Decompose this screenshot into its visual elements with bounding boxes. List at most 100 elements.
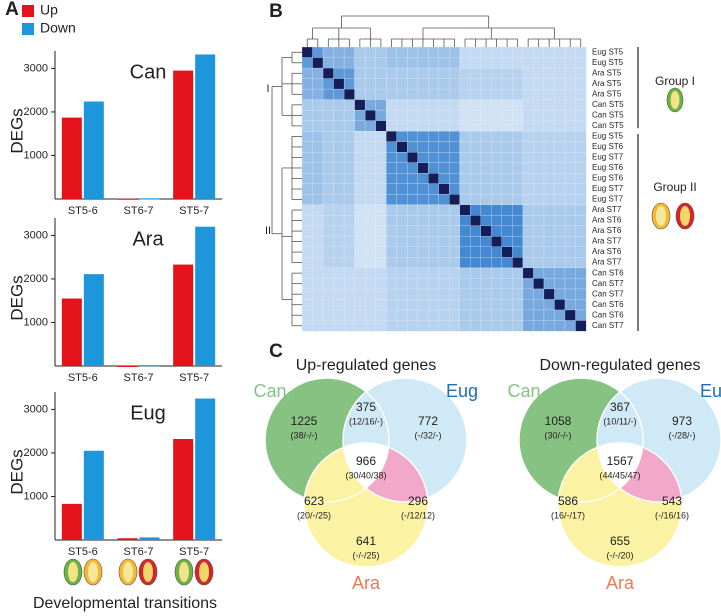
heatmap-cell — [385, 309, 398, 321]
heatmap-cell — [575, 278, 587, 290]
heatmap-cell — [575, 109, 587, 121]
heatmap-cell — [575, 257, 587, 269]
heatmap-cell — [449, 288, 461, 300]
heatmap-cell — [543, 278, 555, 290]
bar — [195, 398, 216, 540]
heatmap-cell — [354, 141, 366, 153]
heatmap-cell — [364, 173, 376, 185]
heatmap-cell — [512, 215, 524, 227]
y-axis-label: DEGs — [7, 108, 26, 153]
heatmap-cell — [301, 173, 313, 185]
heatmap-cell — [375, 67, 387, 79]
heatmap-cell — [522, 109, 534, 121]
heatmap-cell — [375, 299, 387, 311]
heatmap-cell — [385, 278, 398, 290]
venn-set-label: Eug — [446, 381, 478, 401]
panel-label: A — [5, 0, 19, 20]
legend-label: Down — [40, 20, 76, 36]
venn-set-label: Ara — [606, 573, 635, 593]
heatmap-cell — [301, 88, 313, 100]
heatmap-cell — [343, 99, 355, 111]
heatmap-cell — [407, 99, 419, 111]
heatmap-cell — [375, 183, 387, 195]
row-label: Eug ST6 — [592, 174, 624, 183]
heatmap-cell — [375, 320, 387, 332]
heatmap-cell — [354, 299, 366, 311]
chart-title: Eug — [130, 402, 166, 424]
heatmap-cell — [428, 78, 440, 90]
heatmap-cell — [312, 299, 324, 311]
heatmap-cell — [396, 152, 408, 164]
heatmap-cell — [312, 152, 324, 164]
heatmap-cell — [564, 278, 576, 290]
heatmap-cell — [470, 162, 482, 174]
heatmap-cell — [354, 309, 366, 321]
heatmap-cell — [564, 141, 576, 153]
heatmap-cell — [533, 88, 545, 100]
heatmap-cell — [396, 67, 408, 79]
heatmap-cell — [417, 46, 429, 58]
heatmap-cell — [375, 109, 387, 121]
heatmap-cell — [385, 204, 398, 216]
heatmap-cell — [575, 225, 587, 237]
panel-label: C — [269, 341, 283, 362]
venn-detail: (10/11/-) — [603, 416, 636, 426]
heatmap-cell — [564, 67, 576, 79]
heatmap-cell — [575, 46, 587, 58]
heatmap-cell — [533, 204, 545, 216]
heatmap-cell — [470, 236, 482, 248]
heatmap-cell — [333, 152, 345, 164]
heatmap-cell — [564, 194, 576, 206]
heatmap-cell — [480, 46, 492, 58]
heatmap-cell — [396, 162, 408, 174]
heatmap-cell — [301, 278, 313, 290]
heatmap-cell — [396, 309, 408, 321]
heatmap-cell — [428, 309, 440, 321]
heatmap-cell — [459, 194, 471, 206]
heatmap-cell — [501, 120, 513, 132]
heatmap-cell — [428, 141, 440, 153]
heatmap-cell — [522, 225, 534, 237]
heatmap-cell — [322, 130, 334, 143]
heatmap-cell — [554, 173, 566, 185]
heatmap-cell — [375, 57, 387, 69]
heatmap-cell — [480, 257, 492, 269]
heatmap-cell — [480, 299, 492, 311]
heatmap-cell — [470, 267, 482, 279]
heatmap-cell — [301, 67, 313, 79]
heatmap-cell — [564, 204, 576, 216]
heatmap-cell — [354, 152, 366, 164]
heatmap-cell — [575, 67, 587, 79]
heatmap-cell — [343, 215, 355, 227]
heatmap-cell — [417, 278, 429, 290]
heatmap-cell — [459, 267, 471, 279]
heatmap-cell — [417, 215, 429, 227]
heatmap-cell — [449, 183, 461, 195]
heatmap-cell — [480, 246, 492, 258]
heatmap-cell — [428, 130, 440, 143]
heatmap-cell — [364, 299, 376, 311]
heatmap-cell — [470, 120, 482, 132]
heatmap-cell — [480, 236, 492, 248]
heatmap-cell — [533, 99, 545, 111]
heatmap-cell — [343, 120, 355, 132]
heatmap-cell — [543, 320, 555, 332]
heatmap-cell — [322, 173, 334, 185]
heatmap-cell — [407, 173, 419, 185]
heatmap-cell — [354, 99, 366, 111]
heatmap-cell — [322, 67, 334, 79]
heatmap-cell — [470, 57, 482, 69]
heatmap-cell — [312, 130, 324, 143]
heatmap-cell — [554, 46, 566, 58]
heatmap-cell — [480, 309, 492, 321]
heatmap-cell — [480, 78, 492, 90]
row-label: Can ST5 — [592, 100, 624, 109]
heatmap-cell — [522, 246, 534, 258]
heatmap-cell — [554, 120, 566, 132]
heatmap-cell — [417, 267, 429, 279]
heatmap-cell — [343, 78, 355, 90]
heatmap-cell — [312, 141, 324, 153]
heatmap-cell — [522, 99, 534, 111]
heatmap-cell — [385, 46, 398, 58]
heatmap-cell — [480, 57, 492, 69]
